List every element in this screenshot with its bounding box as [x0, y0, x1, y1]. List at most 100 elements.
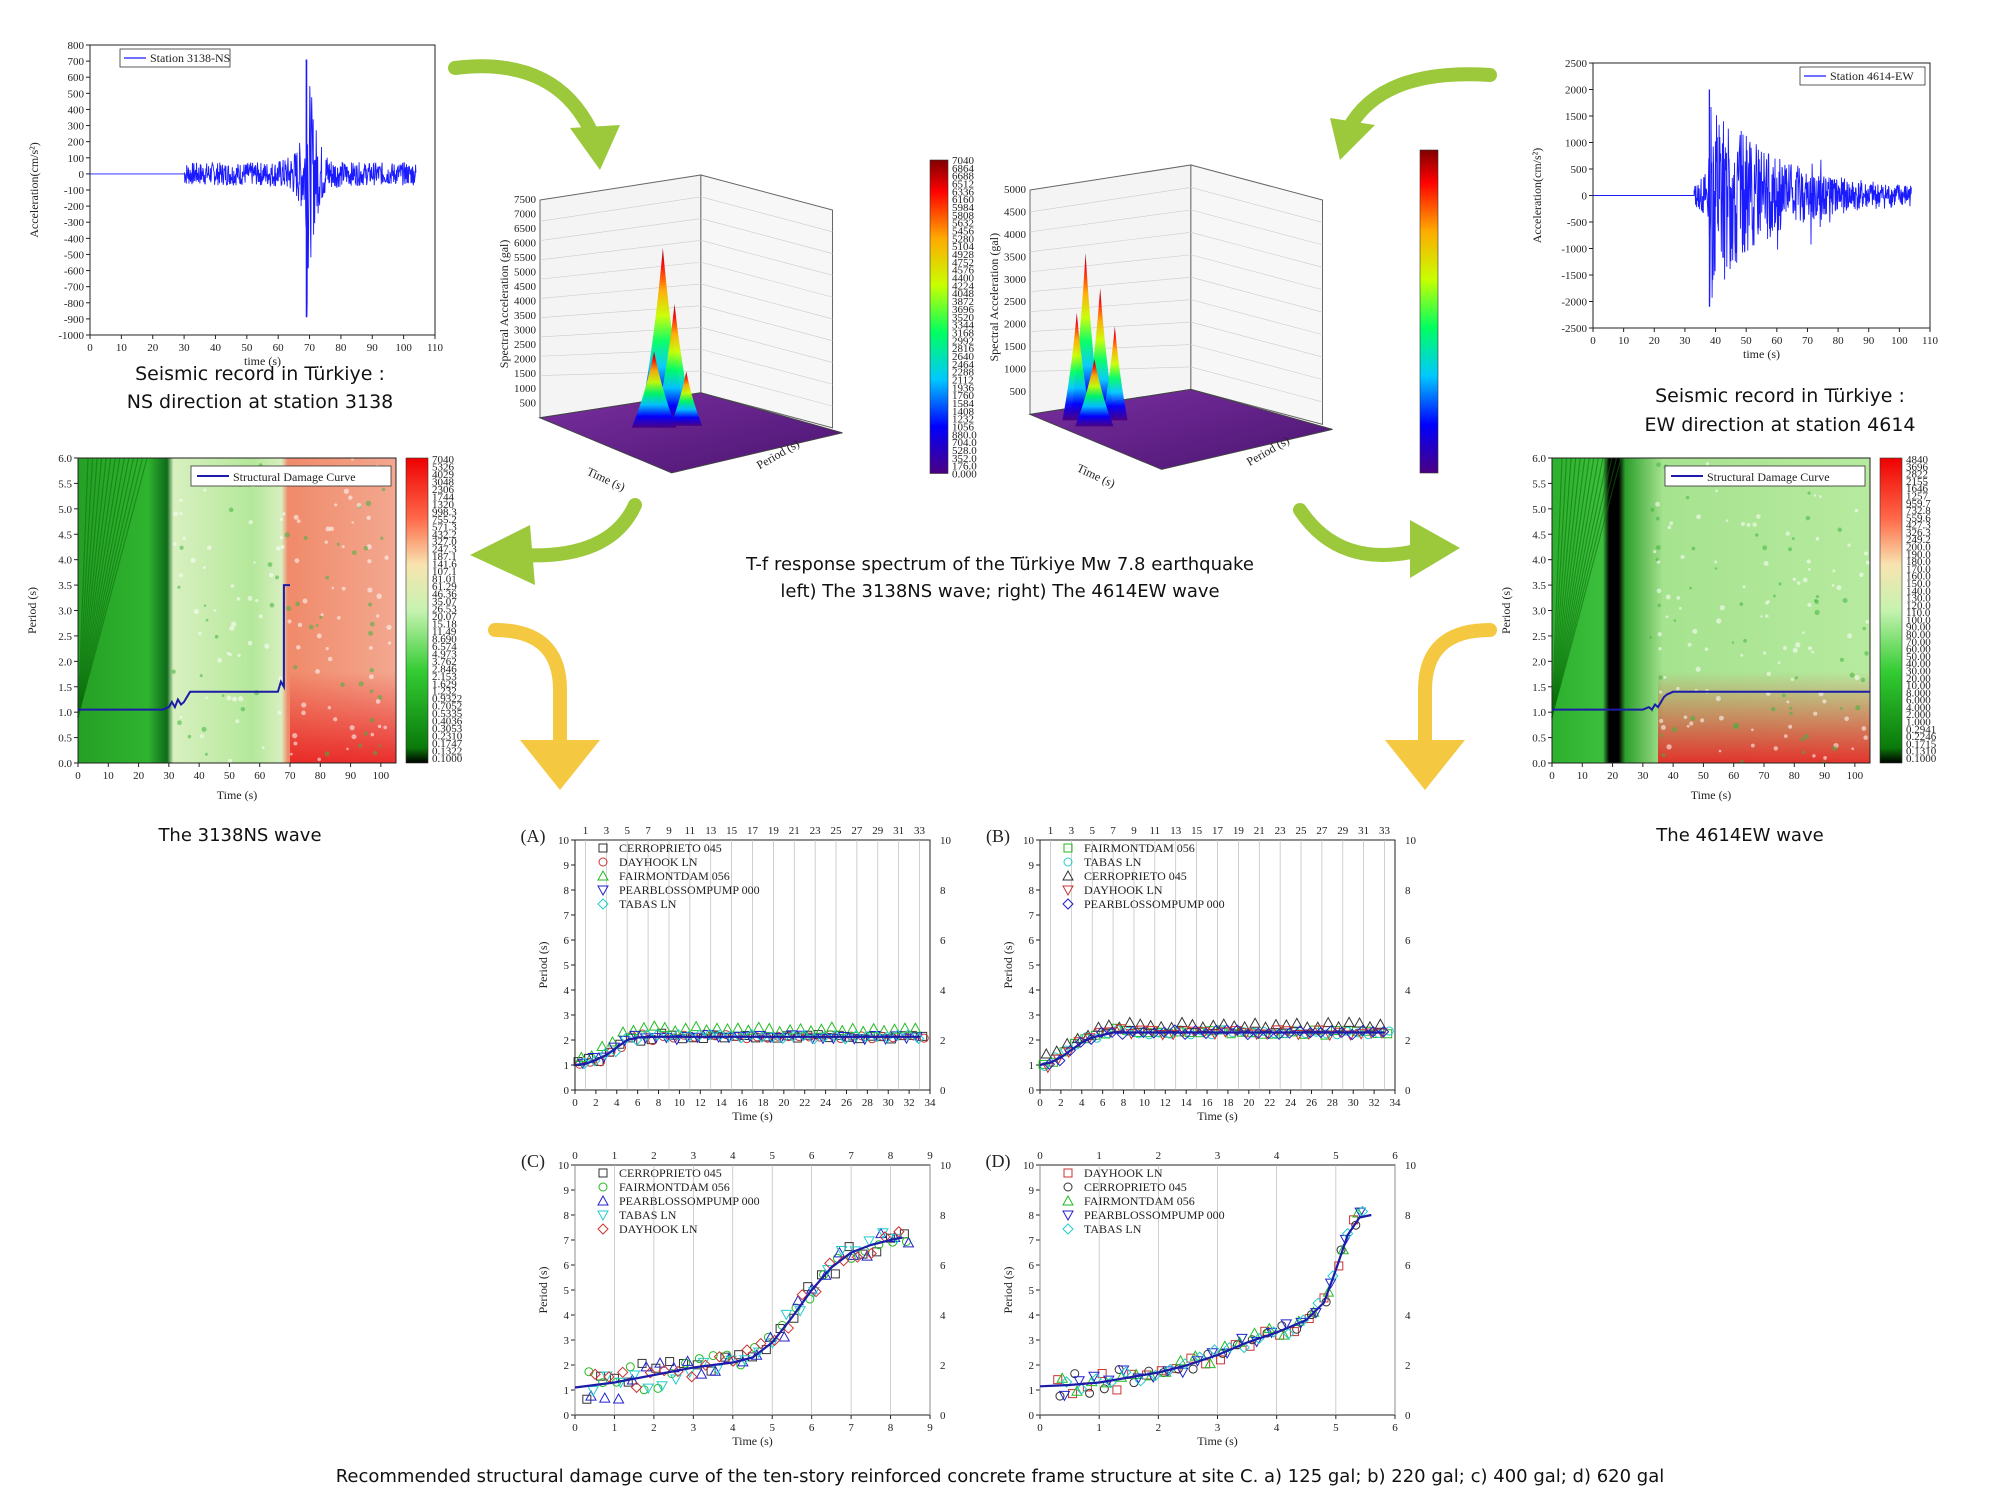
heatmap-streak	[77, 457, 94, 718]
colorbar-tick-label: 4576	[952, 265, 975, 277]
wall-grid	[539, 240, 701, 261]
x-tick-label: 100	[1847, 770, 1864, 782]
colorbar-tick-label: 5280	[952, 233, 975, 245]
x-tick-label: 30	[883, 1097, 895, 1109]
top-tick-label: 9	[927, 1150, 933, 1162]
heatmap-speckle	[1766, 600, 1770, 603]
y-tick-label: 2.0	[58, 656, 72, 668]
x-tick-label: 24	[820, 1097, 832, 1109]
heatmap-speckle	[179, 512, 183, 516]
y-tick-label: 8	[1029, 1210, 1035, 1222]
x-tick-label: 16	[1202, 1097, 1214, 1109]
wall-grid	[1190, 366, 1323, 403]
heatmap-speckle	[226, 651, 230, 655]
heatmap-speckle	[228, 758, 233, 764]
marker-square	[1186, 1353, 1196, 1363]
colorbar-tick-label: 26.53	[432, 604, 457, 616]
marker-square	[623, 1377, 633, 1387]
x-tick-label: 10	[674, 1097, 686, 1109]
arrow-green-midright	[1293, 503, 1460, 578]
y-right-tick-label: 2	[940, 1360, 946, 1372]
legend-label: PEARBLOSSOMPUMP 000	[1084, 1208, 1225, 1222]
y-axis-label: Period (s)	[25, 587, 39, 634]
heatmap-speckle	[277, 710, 282, 715]
top-tick-label: 8	[888, 1150, 894, 1162]
y-axis-label: Period (s)	[536, 1267, 550, 1314]
heatmap-speckle	[1837, 527, 1843, 533]
colorbar-tick-label: 4928	[952, 249, 975, 261]
heatmap-speckle	[1805, 515, 1811, 521]
colorbar-tick-label: 528.0	[952, 445, 977, 457]
marker-diamond	[741, 1344, 753, 1356]
top-tick-label: 4	[1274, 1150, 1280, 1162]
heatmap-speckle	[1832, 569, 1836, 573]
colorbar-tick-label: 1760	[952, 390, 975, 402]
x-tick-label: 16	[737, 1097, 749, 1109]
colorbar-tick-label: 120.0	[1906, 600, 1931, 612]
marker-circle	[750, 1343, 760, 1353]
heatmap-speckle	[1742, 585, 1746, 589]
heatmap-speckle	[187, 734, 192, 739]
marker-diamond	[1060, 1376, 1073, 1388]
x-tick-label: 10	[116, 342, 128, 354]
y-tick-label: 0	[1029, 1410, 1035, 1422]
y-tick-label: 500	[68, 88, 85, 100]
legend-label: Station 3138-NS	[150, 51, 230, 65]
colorbar-tick-label: 200.0	[1906, 542, 1931, 554]
arrow-green-topright	[1330, 67, 1497, 160]
top-tick-label: 9	[666, 825, 672, 837]
colorbar-tick-label: 150.0	[1906, 578, 1931, 590]
y-tick-label: -800	[64, 298, 85, 310]
y-tick-label: 6	[1029, 1260, 1035, 1272]
colorbar-tick-label: 998.3	[432, 506, 457, 518]
heatmap-speckle	[381, 487, 386, 492]
y-tick-label: 4	[564, 985, 570, 997]
legend-label: CERROPRIETO 045	[619, 841, 722, 855]
marker-diamond	[1367, 1025, 1379, 1038]
heatmap-speckle	[1782, 646, 1788, 651]
wall-grid	[1029, 187, 1191, 213]
colorbar-tick-label: 2.846	[432, 663, 457, 675]
marker-diamond	[787, 1030, 799, 1042]
heatmap-speckle	[221, 694, 225, 697]
top-tick-label: 19	[768, 825, 780, 837]
heatmap-speckle	[325, 646, 329, 651]
x-tick-label: 40	[194, 770, 206, 782]
y-right-tick-label: 4	[1405, 985, 1411, 997]
x-axis-label: Time (s)	[1075, 461, 1118, 491]
marker-circle	[1063, 857, 1073, 867]
z-tick-label: 2000	[514, 354, 537, 366]
heatmap-speckle	[351, 521, 354, 524]
heatmap-streak	[77, 457, 112, 718]
wall-grid	[700, 370, 833, 407]
marker-diamond	[603, 1371, 615, 1383]
top-tick-label: 5	[1333, 1150, 1339, 1162]
colorbar-tick-label: 80.00	[1906, 629, 1931, 641]
heatmap-speckle	[1794, 676, 1798, 680]
heatmap-speckle	[275, 575, 280, 580]
colorbar-tick-label: 1.000	[1906, 717, 1931, 729]
heatmap-speckle	[1847, 633, 1853, 639]
colorbar-tick-label: 2640	[952, 351, 975, 363]
x-tick-label: 22	[1264, 1097, 1275, 1109]
marker-circle	[584, 1367, 594, 1377]
marker-diamond	[699, 1359, 712, 1371]
signal-trace	[90, 59, 417, 318]
heatmap-speckle	[1658, 647, 1662, 651]
colorbar-tick-label: 190.0	[1906, 549, 1931, 561]
z-tick-label: 6000	[514, 238, 537, 250]
heatmap-speckle	[1762, 545, 1768, 551]
y-tick-label: 700	[68, 56, 85, 68]
x-tick-label: 12	[695, 1097, 706, 1109]
heatmap-speckle	[1861, 726, 1867, 731]
heatmap-speckle	[386, 624, 392, 630]
top-tick-label: 33	[914, 825, 926, 837]
x-tick-label: 40	[1710, 335, 1722, 347]
top-tick-label: 7	[848, 1150, 854, 1162]
marker-diamond	[683, 1030, 695, 1042]
heatmap-speckle	[368, 645, 373, 650]
colorbar-tick-label: 880.0	[952, 429, 977, 441]
marker-square	[734, 1350, 744, 1360]
marker-diamond	[1312, 1297, 1324, 1309]
tf-spectrum-3138: 500 1000 1500 2000 2500 3000 3500 4000 4500 5000 5…	[497, 155, 977, 494]
